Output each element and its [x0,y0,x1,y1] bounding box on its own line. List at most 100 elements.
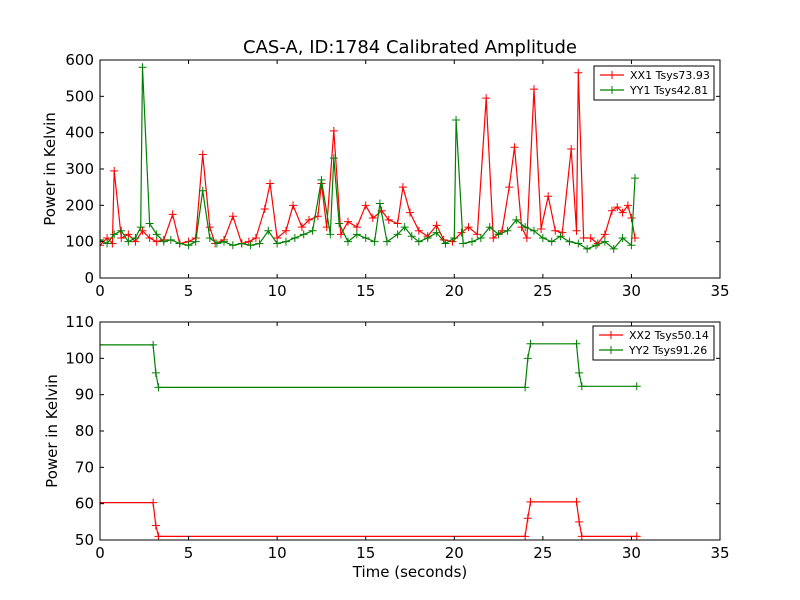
data-point [407,232,416,241]
data-point [406,208,414,217]
data-point [489,234,498,243]
data-point [159,237,168,246]
data-point [526,497,535,506]
y-tick-label: 400 [65,124,94,142]
data-point [335,219,344,228]
x-tick-label: 5 [184,544,194,562]
data-point [526,339,535,348]
x-tick-label: 0 [95,544,105,562]
data-point [432,228,441,237]
data-point [423,234,432,243]
data-point [432,221,441,230]
data-point [131,234,140,243]
data-point [558,228,567,237]
x-tick-label: 25 [533,282,552,300]
data-point [117,234,126,243]
data-point [308,226,317,235]
data-point [375,199,384,208]
data-point [583,244,592,253]
x-tick-label: 35 [710,282,729,300]
data-point [100,340,104,349]
data-point [510,143,519,152]
data-point [393,230,402,239]
legend-marker [607,331,615,339]
data-point [151,368,160,377]
data-point [393,219,402,228]
x-tick-label: 0 [95,282,105,300]
data-point [273,239,282,248]
y-tick-label: 0 [84,269,94,287]
data-point [100,235,104,244]
data-point [618,234,627,243]
x-tick-label: 30 [622,544,641,562]
data-point [592,241,600,250]
data-point [290,234,299,243]
data-point [450,234,459,243]
data-point [149,498,158,507]
data-point [145,234,154,243]
data-point [205,223,214,232]
data-point [136,223,145,232]
data-point [574,239,583,248]
data-point [609,244,618,253]
data-point [382,237,391,246]
data-point [627,214,636,223]
data-point [586,234,595,243]
y-tick-label: 600 [65,51,94,69]
data-point [175,239,184,248]
y-tick-label: 50 [75,531,94,549]
chart-title: CAS-A, ID:1784 Calibrated Amplitude [243,37,577,58]
data-point [152,230,161,239]
data-point [577,532,586,540]
data-point [361,234,370,243]
x-tick-label: 10 [268,282,287,300]
data-point [228,212,237,221]
top-axes: 0 5 10 15 20 25 30 35 0 100 200 300 400 500 600 Power i… [41,51,730,300]
data-point [124,237,133,246]
data-point [100,498,104,507]
data-point [370,237,379,246]
data-point [468,237,476,246]
data-point [632,532,641,540]
data-point [154,383,163,392]
x-tick-label: 25 [533,544,552,562]
data-point [110,166,119,175]
data-point [329,154,338,163]
data-point [151,521,160,530]
data-point [326,230,335,239]
data-point [567,145,576,154]
data-point [317,175,326,184]
legend-box [592,325,715,361]
data-point [297,223,306,232]
data-point [138,226,147,235]
data-point [457,228,466,237]
data-point [623,201,632,210]
plot-area [100,63,639,253]
data-point [459,239,468,248]
data-point [464,223,473,232]
data-point [556,232,565,241]
data-point [166,235,175,244]
data-point [572,497,581,506]
legend-marker [608,71,616,79]
data-point [613,203,622,212]
data-point [512,215,521,224]
data-point [138,63,147,72]
data-point [600,230,609,239]
data-point [522,234,531,243]
data-point [482,94,491,103]
data-point [575,368,584,377]
plot-area [100,339,641,540]
data-point [198,150,207,159]
data-point [577,382,586,391]
legend: XX1 Tsys73.93 YY1 Tsys42.81 [593,65,715,101]
data-point [414,237,423,246]
data-point [344,237,352,246]
data-point [572,226,581,235]
data-point [600,237,609,246]
data-point [191,237,200,246]
x-tick-label: 5 [184,282,194,300]
data-point [246,241,255,250]
y-tick-label: 70 [75,458,94,476]
